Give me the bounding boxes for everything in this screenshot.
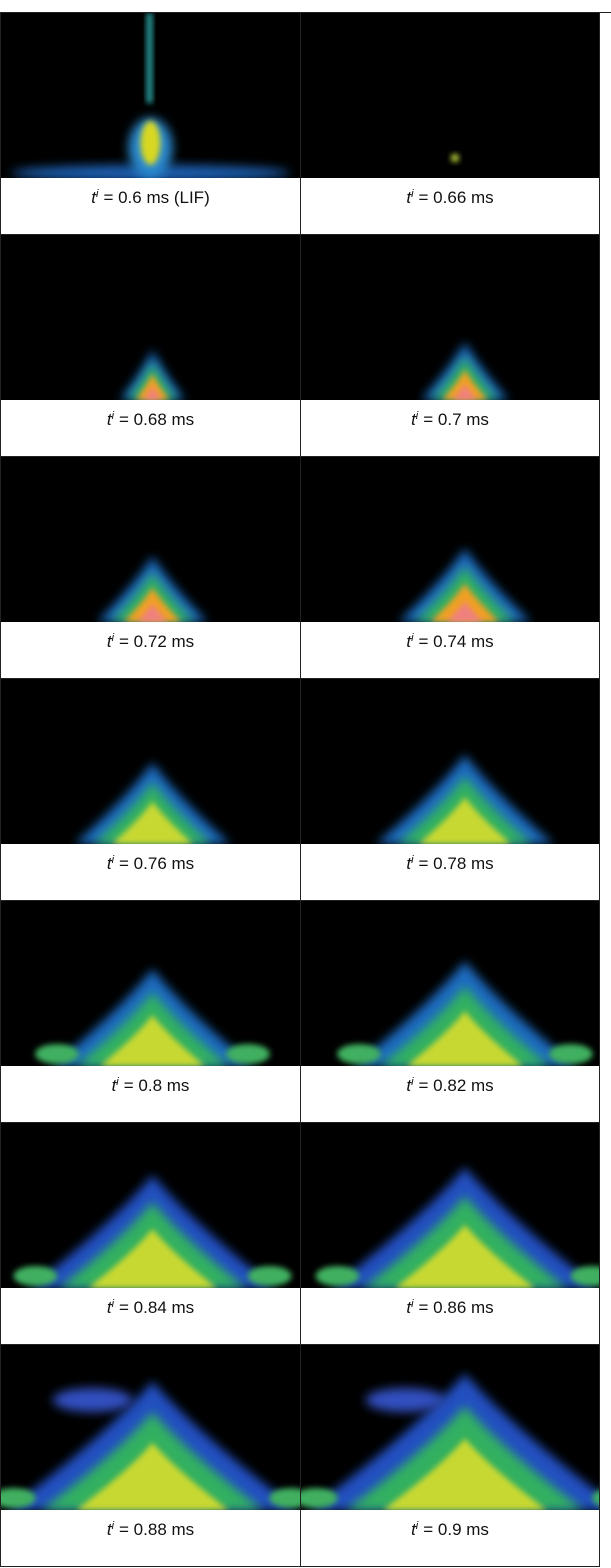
plume-image: [1, 235, 300, 400]
caption-subscript-wrap: i: [116, 1076, 118, 1122]
caption-subscript-wrap: i: [112, 1298, 114, 1344]
caption-text: = 0.68 ms: [119, 410, 194, 456]
plume-shape: [248, 1266, 292, 1286]
caption-subscript-wrap: i: [112, 410, 114, 456]
caption-text: = 0.66 ms: [419, 188, 494, 234]
plume-shape: [549, 1044, 593, 1064]
figure-panel: ti= 0.9 ms: [301, 1345, 600, 1567]
caption-subscript-wrap: i: [112, 632, 114, 678]
plume-shape: [366, 1388, 445, 1412]
plume-image: [301, 457, 599, 622]
plume-shape: [337, 1044, 381, 1064]
plume-image: [301, 679, 599, 844]
caption-subscript-wrap: i: [416, 1520, 418, 1566]
page: {"panels": [ {"symbol": "t", "subscript"…: [0, 0, 611, 1568]
plume-image: [301, 901, 599, 1066]
plume-shape: [316, 1266, 360, 1286]
caption-subscript-wrap: i: [411, 1298, 413, 1344]
plume-shape: [13, 1266, 57, 1286]
caption-subscript: i: [411, 188, 413, 200]
caption-text: = 0.72 ms: [119, 632, 194, 678]
plume-image: [1, 901, 300, 1066]
caption-subscript: i: [411, 632, 413, 644]
caption-subscript-wrap: i: [112, 854, 114, 900]
caption-subscript: i: [411, 1076, 413, 1088]
figure-panel: ti= 0.88 ms: [1, 1345, 301, 1567]
caption-subscript-wrap: i: [112, 1520, 114, 1566]
plume-image: [301, 235, 599, 400]
caption-subscript: i: [416, 1520, 418, 1532]
plume-image: [1, 13, 300, 178]
caption-subscript: i: [96, 188, 98, 200]
caption-subscript: i: [112, 854, 114, 866]
caption-text: = 0.8 ms: [124, 1076, 190, 1122]
caption-subscript: i: [112, 1520, 114, 1532]
caption-text: = 0.84 ms: [119, 1298, 194, 1344]
caption-subscript: i: [112, 632, 114, 644]
caption-subscript: i: [112, 410, 114, 422]
caption-text: = 0.82 ms: [419, 1076, 494, 1122]
caption-subscript-wrap: i: [411, 1076, 413, 1122]
figure-panel: ti= 0.78 ms: [301, 679, 600, 901]
caption-subscript-wrap: i: [411, 188, 413, 234]
plume-image: [301, 13, 599, 178]
caption-subscript: i: [416, 410, 418, 422]
caption-subscript: i: [411, 854, 413, 866]
caption-subscript-wrap: i: [416, 410, 418, 456]
plume-shape: [147, 13, 153, 103]
caption-subscript-wrap: i: [411, 632, 413, 678]
plume-image: [1, 679, 300, 844]
plume-shape: [53, 1388, 133, 1412]
caption-text: = 0.76 ms: [119, 854, 194, 900]
caption-subscript: i: [411, 1298, 413, 1310]
plume-image: [1, 457, 300, 622]
plume-shape: [226, 1044, 270, 1064]
plume-shape: [451, 154, 459, 162]
caption-text: = 0.74 ms: [419, 632, 494, 678]
caption-subscript-wrap: i: [411, 854, 413, 900]
caption-text: = 0.7 ms: [423, 410, 489, 456]
caption-subscript: i: [116, 1076, 118, 1088]
plume-shape: [35, 1044, 79, 1064]
caption-subscript-wrap: i: [96, 188, 98, 234]
figure-panel: ti= 0.82 ms: [301, 901, 600, 1123]
caption-text: = 0.88 ms: [119, 1520, 194, 1566]
figure-panel: ti= 0.86 ms: [301, 1123, 600, 1345]
plume-image: [301, 1123, 599, 1288]
caption-text: = 0.86 ms: [419, 1298, 494, 1344]
plume-image: [301, 1345, 599, 1510]
plume-shape: [141, 121, 161, 165]
panel-caption: ti= 0.9 ms: [301, 1510, 599, 1566]
figure-panel: ti= 0.84 ms: [1, 1123, 301, 1345]
plume-image: [1, 1345, 300, 1510]
caption-subscript: i: [112, 1298, 114, 1310]
plume-image: [1, 1123, 300, 1288]
caption-text: = 0.6 ms (LIF): [103, 188, 209, 234]
caption-text: = 0.9 ms: [423, 1520, 489, 1566]
caption-text: = 0.78 ms: [419, 854, 494, 900]
